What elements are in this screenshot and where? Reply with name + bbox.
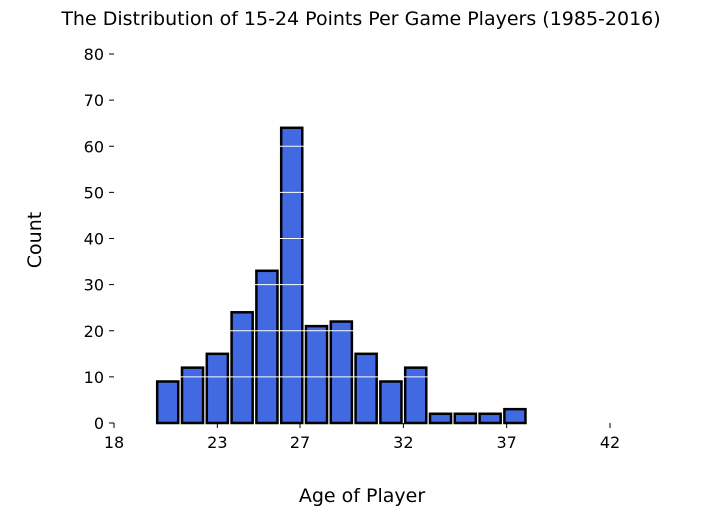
histogram-bar-14 bbox=[503, 407, 527, 425]
grid-lines bbox=[114, 53, 610, 378]
x-tick-label-1: 23 bbox=[207, 433, 227, 452]
x-tick-label-3: 32 bbox=[393, 433, 413, 452]
y-tick-label-4: 40 bbox=[84, 230, 104, 249]
histogram-bar-9 bbox=[379, 380, 403, 425]
x-tick-label-2: 27 bbox=[290, 433, 310, 452]
histogram-bar-8 bbox=[354, 352, 378, 425]
x-tick-label-5: 42 bbox=[600, 433, 620, 452]
histogram-bar-11 bbox=[428, 412, 453, 425]
histogram-bar-13 bbox=[478, 412, 502, 425]
histogram-bar-10 bbox=[403, 366, 428, 425]
y-tick-label-5: 50 bbox=[84, 183, 104, 202]
histogram-bar-0 bbox=[155, 380, 180, 425]
histogram-bar-5 bbox=[279, 126, 304, 425]
y-tick-label-0: 0 bbox=[94, 414, 104, 433]
histogram-bar-7 bbox=[329, 320, 354, 425]
histogram-bar-3 bbox=[230, 311, 254, 425]
bars-group bbox=[155, 126, 527, 425]
chart-title: The Distribution of 15-24 Points Per Gam… bbox=[60, 8, 660, 30]
y-tick-label-8: 80 bbox=[84, 45, 104, 64]
x-axis: 18 23 27 32 37 42 bbox=[104, 423, 620, 452]
y-tick-label-1: 10 bbox=[84, 368, 104, 387]
histogram-bar-2 bbox=[205, 352, 230, 425]
x-tick-label-0: 18 bbox=[104, 433, 124, 452]
y-axis: 0 10 20 30 40 50 60 70 80 bbox=[84, 45, 114, 433]
y-tick-label-6: 60 bbox=[84, 137, 104, 156]
histogram-bar-12 bbox=[453, 412, 478, 425]
y-tick-label-3: 30 bbox=[84, 276, 104, 295]
y-tick-label-2: 20 bbox=[84, 322, 104, 341]
histogram-bar-4 bbox=[255, 269, 279, 425]
x-tick-label-4: 37 bbox=[496, 433, 516, 452]
x-axis-label: Age of Player bbox=[299, 485, 425, 507]
y-axis-label: Count bbox=[24, 212, 46, 268]
histogram-bar-1 bbox=[180, 366, 205, 425]
histogram-bar-6 bbox=[304, 324, 329, 425]
y-tick-label-7: 70 bbox=[84, 91, 104, 110]
